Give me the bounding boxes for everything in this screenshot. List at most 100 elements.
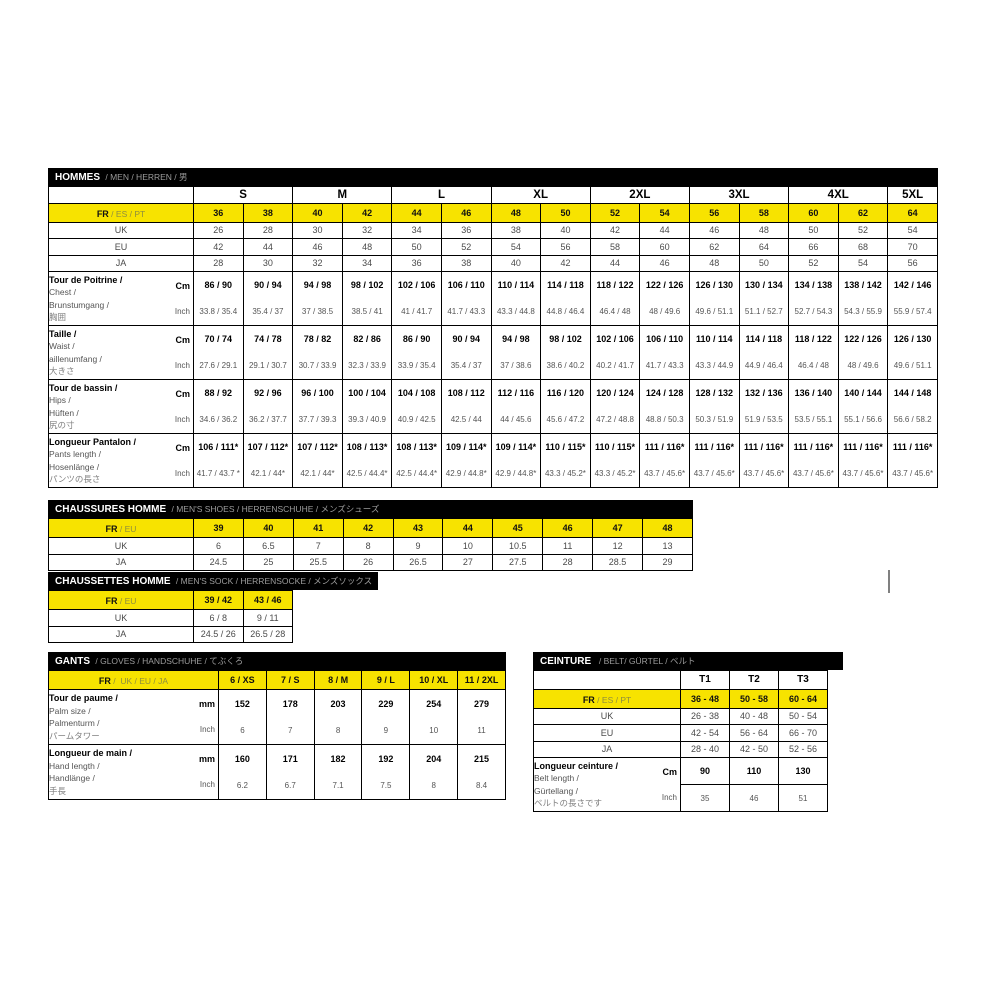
unit-bottom-label: Inch (174, 360, 190, 370)
inch-value: 10 (429, 726, 439, 735)
row-label: JA (48, 254, 194, 272)
metric-value: 94 / 98 (303, 280, 332, 291)
measure-value-cell: 134 / 138 52.7 / 54.3 (788, 271, 839, 326)
size-value-cell: 50 - 58 (729, 688, 779, 709)
mens-socks-section: CHAUSSETTES HOMME / MEN'S SOCK / HERRENS… (48, 572, 378, 643)
belt-fr-label: FR / ES / PT (533, 688, 681, 709)
row-label: UK (48, 609, 194, 627)
measure-value-cell: 215 8.4 (457, 744, 506, 800)
metric-value: 82 / 86 (353, 334, 381, 345)
value-cell: 60 (639, 238, 690, 256)
unit-top-label: Cm (175, 389, 190, 399)
value-cell: 42 (589, 221, 641, 239)
shoes-row-uk: UK 6 6.5 7 8 9 10 10.5 11 12 13 (48, 537, 693, 555)
size-value-cell: 40 (242, 518, 294, 538)
inch-value: 43.7 / 45.6* (743, 469, 785, 479)
value-cell: 50 (391, 238, 442, 256)
measure-value-cell: 279 11 (457, 689, 506, 745)
value-cell: 40 - 48 (729, 707, 779, 725)
measure-label-line: Taille / (49, 328, 77, 339)
measure-label-line: 胸囲 (49, 312, 67, 323)
belt-size-T1: T1 (680, 670, 730, 690)
value-cell: 38 (490, 221, 542, 239)
inch-value: 6 (240, 726, 245, 735)
inch-value: 32.3 / 33.9 (348, 361, 386, 371)
hommes-title-subtitle: / MEN / HERREN / 男 (103, 172, 188, 182)
value-cell: 56 - 64 (729, 724, 779, 742)
measure-value-cell: 110 46 (729, 757, 779, 812)
size-value-cell: 58 (738, 202, 790, 223)
inch-value: 53.5 / 55.1 (794, 415, 833, 425)
measure-label-line: Brunstumgang / (49, 299, 110, 310)
inch-value: 50.3 / 51.9 (695, 415, 734, 425)
measure-value-cell: 118 / 122 46.4 / 48 (788, 325, 839, 380)
belt-section: CEINTURE / BELT/ GÜRTEL / ベルト T1 T2 T3 FR / … (533, 652, 843, 812)
inch-value: 38.5 / 41 (351, 307, 383, 317)
metric-value: 86 / 90 (402, 334, 431, 345)
metric-value: 110 / 115* (545, 442, 586, 453)
metric-value: 142 / 146 (893, 280, 932, 291)
value-cell: 6 / 8 (193, 609, 244, 627)
inch-value: 7.5 (380, 781, 392, 790)
socks-title-band: CHAUSSETTES HOMME / MEN'S SOCK / HERRENS… (48, 572, 378, 590)
hommes-title-band: HOMMES / MEN / HERREN / 男 (48, 168, 938, 186)
measure-label-line: Tour de paume / (49, 693, 118, 704)
measure-value-cell: 132 / 136 51.9 / 53.5 (738, 379, 790, 434)
measure-value-cell: 110 / 115* 43.3 / 45.2* (540, 433, 591, 488)
measure-value-cell: 126 / 130 49.6 / 51.1 (688, 271, 740, 326)
inch-value: 41.7 / 43.3 (447, 307, 486, 317)
size-value-cell: 8 / M (313, 670, 363, 690)
unit-top-label: mm (198, 754, 215, 765)
metric-value: 104 / 108 (397, 388, 436, 399)
unit-top-label: mm (198, 699, 215, 710)
shoes-fr-label: FR / EU (48, 518, 194, 538)
value-cell: 10.5 (492, 537, 544, 555)
measure-value-cell: 70 / 74 27.6 / 29.1 (193, 325, 244, 380)
measure-label: Tour de bassin / Hips / Hüften / 尻の寸 Cm Inch (48, 379, 194, 434)
measure-value-cell: 106 / 110 41.7 / 43.3 (440, 271, 492, 326)
inch-value: 37 / 38.5 (301, 307, 334, 317)
value-cell: 50 - 54 (778, 707, 828, 725)
fr-label-rest: / EU (117, 524, 137, 534)
metric-value: 204 (426, 753, 442, 764)
inch-value: 8 (431, 781, 436, 790)
unit-bottom-label: Inch (174, 306, 190, 316)
measure-value-cell: 112 / 116 44 / 45.6 (490, 379, 542, 434)
size-group-XL: XL (490, 186, 591, 204)
measure-label-line: Tour de Poitrine / (49, 274, 123, 285)
metric-value: 182 (330, 753, 346, 764)
value-cell: 32 (341, 221, 393, 239)
measure-value-cell: 160 6.2 (218, 744, 267, 800)
inch-value: 11 (477, 726, 486, 735)
size-value-cell: 42 (341, 202, 393, 223)
size-value-cell: 42 (342, 518, 394, 538)
hommes-fr-label: FR / ES / PT (48, 202, 194, 223)
measure-value-cell: 111 / 116* 43.7 / 45.6* (688, 433, 740, 488)
size-group-2XL: 2XL (589, 186, 690, 204)
measure-row-hips: Tour de bassin / Hips / Hüften / 尻の寸 Cm Inch 8… (48, 379, 938, 434)
inch-value: 43.3 / 45.2* (544, 469, 586, 479)
size-value-cell: 46 (440, 202, 492, 223)
inch-value: 9 (383, 726, 389, 735)
size-value-cell: 10 / XL (409, 670, 459, 690)
value-cell: 48 (341, 238, 393, 256)
value-cell: 9 / 11 (242, 609, 293, 627)
measure-value-cell: 96 / 100 37.7 / 39.3 (292, 379, 343, 434)
inch-value: 40.9 / 42.5 (397, 415, 436, 425)
measure-value-cell: 111 / 116* 43.7 / 45.6* (738, 433, 790, 488)
measure-value-cell: 109 / 114* 42.9 / 44.8* (490, 433, 542, 488)
size-group-3XL: 3XL (688, 186, 790, 204)
inch-value: 48.8 / 50.3 (645, 415, 684, 425)
inch-value: 42.9 / 44.8* (445, 469, 487, 479)
inch-value: 43.3 / 45.2* (594, 469, 636, 479)
belt-row-uk: UK 26 - 38 40 - 48 50 - 54 (533, 707, 828, 725)
metric-value: 132 / 136 (745, 388, 783, 399)
unit-bottom-label: Inch (199, 780, 215, 790)
value-cell: 11 (542, 537, 594, 555)
inch-value: 41.7 / 43.7 * (196, 469, 240, 479)
value-cell: 50 (788, 221, 839, 239)
value-cell: 64 (738, 238, 790, 256)
measure-value-cell: 118 / 122 46.4 / 48 (589, 271, 641, 326)
row-label: EU (533, 724, 681, 742)
